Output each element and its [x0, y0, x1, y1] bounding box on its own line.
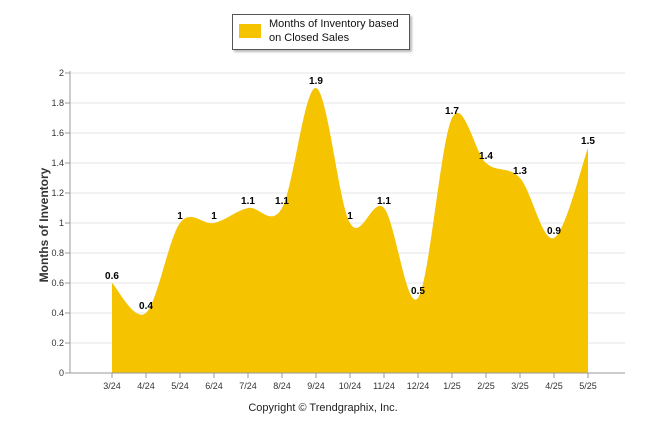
y-tick-label: 1.4 — [51, 158, 64, 168]
data-label: 1.9 — [309, 76, 323, 87]
data-label: 1 — [177, 211, 183, 222]
x-tick-label: 3/24 — [103, 381, 121, 391]
x-tick-label: 1/25 — [443, 381, 461, 391]
data-label: 0.5 — [411, 286, 425, 297]
x-tick-label: 11/24 — [373, 381, 395, 391]
data-label: 1.7 — [445, 106, 459, 117]
x-tick-label: 2/25 — [477, 381, 495, 391]
legend-swatch — [239, 24, 261, 38]
x-tick-label: 12/24 — [407, 381, 430, 391]
data-label: 0.9 — [547, 226, 561, 237]
y-tick-label: 1 — [59, 218, 64, 228]
data-label: 1.5 — [581, 136, 595, 147]
data-label: 1.1 — [241, 196, 255, 207]
data-label: 1 — [211, 211, 217, 222]
series-area-path — [112, 87, 588, 374]
x-tick-label: 4/25 — [545, 381, 563, 391]
y-tick-label: 1.8 — [51, 98, 64, 108]
y-axis-title: Months of Inventory — [37, 167, 51, 283]
x-tick-label: 8/24 — [273, 381, 291, 391]
copyright-footer: Copyright © Trendgraphix, Inc. — [248, 402, 398, 414]
x-tick-label: 4/24 — [137, 381, 155, 391]
legend: Months of Inventory based on Closed Sale… — [232, 14, 410, 50]
data-label: 1.4 — [479, 151, 493, 162]
data-label: 0.4 — [139, 301, 153, 312]
axes: 0 0.2 0.4 0.6 0.8 1 1.2 1.4 1.6 1.8 2 3/24 4/24 5/24 6… — [51, 68, 625, 391]
data-label: 0.6 — [105, 271, 119, 282]
x-tick-label: 3/25 — [511, 381, 529, 391]
y-tick-label: 0 — [59, 368, 64, 378]
x-tick-label: 6/24 — [205, 381, 223, 391]
x-tick-label: 9/24 — [307, 381, 325, 391]
y-tick-label: 0.2 — [51, 338, 64, 348]
x-tick-label: 5/24 — [171, 381, 189, 391]
series-area — [112, 87, 588, 374]
data-label: 1.3 — [513, 166, 527, 177]
x-tick-label: 7/24 — [239, 381, 257, 391]
legend-label: Months of Inventory based on Closed Sale… — [269, 18, 399, 44]
y-tick-label: 0.8 — [51, 248, 64, 258]
y-tick-label: 1.2 — [51, 188, 64, 198]
y-tick-label: 1.6 — [51, 128, 64, 138]
data-label: 1.1 — [275, 196, 289, 207]
y-tick-label: 0.4 — [51, 308, 64, 318]
data-label: 1 — [347, 211, 353, 222]
data-label: 1.1 — [377, 196, 391, 207]
x-tick-label: 10/24 — [339, 381, 362, 391]
y-tick-label: 2 — [59, 68, 64, 78]
x-tick-label: 5/25 — [579, 381, 597, 391]
data-labels: 0.6 0.4 1 1 1.1 1.1 1.9 1 1.1 0.5 1.7 1.4 1.3 0.9 1.5 — [105, 76, 595, 312]
y-tick-label: 0.6 — [51, 278, 64, 288]
